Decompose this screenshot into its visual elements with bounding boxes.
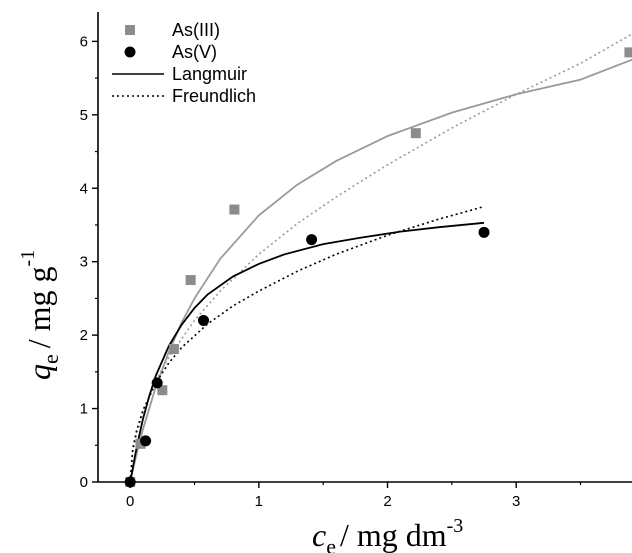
x-tick-label: 2 bbox=[383, 493, 391, 510]
legend-marker-asiii bbox=[125, 25, 135, 35]
data-point-asiii bbox=[410, 128, 421, 139]
data-point-asiii bbox=[168, 344, 179, 355]
y-axis-superscript: -1 bbox=[17, 250, 39, 267]
axes bbox=[97, 12, 632, 483]
fit-curves bbox=[129, 33, 632, 482]
langmuir-fit-asiii bbox=[129, 58, 632, 482]
y-axis-symbol: q bbox=[21, 364, 57, 380]
legend-label-asiii: As(III) bbox=[172, 20, 220, 40]
data-point-asiii bbox=[135, 438, 146, 449]
x-tick-label: 0 bbox=[126, 493, 134, 510]
y-tick-label: 3 bbox=[80, 254, 88, 271]
data-points bbox=[124, 47, 632, 488]
x-axis-symbol: c bbox=[312, 517, 326, 553]
data-point-asiii bbox=[157, 385, 168, 396]
y-axis-subscript: e bbox=[38, 354, 63, 364]
data-point-asiii bbox=[624, 47, 632, 58]
data-point-asv bbox=[478, 226, 490, 238]
y-axis-title: qe / mg g-1 bbox=[17, 250, 63, 380]
y-axis-units: / mg g bbox=[21, 266, 57, 348]
y-tick-label: 6 bbox=[80, 33, 88, 50]
data-point-asv bbox=[198, 314, 210, 326]
data-point-asiii bbox=[185, 275, 196, 286]
x-axis-units: / mg dm bbox=[340, 517, 447, 553]
freundlich-fit-asv bbox=[129, 205, 485, 482]
legend-marker-asv bbox=[124, 46, 136, 58]
data-point-asv bbox=[306, 234, 318, 246]
legend-label-langmuir: Langmuir bbox=[172, 64, 247, 84]
x-tick-label: 3 bbox=[512, 493, 520, 510]
x-axis-superscript: -3 bbox=[447, 515, 464, 537]
x-tick-label: 1 bbox=[255, 493, 263, 510]
y-tick-label: 1 bbox=[80, 401, 88, 418]
data-point-asiii bbox=[229, 204, 240, 215]
y-tick-label: 4 bbox=[80, 180, 88, 197]
y-tick-label: 0 bbox=[80, 474, 88, 491]
y-tick-label: 5 bbox=[80, 107, 88, 124]
y-tick-label: 2 bbox=[80, 327, 88, 344]
freundlich-fit-asiii bbox=[129, 33, 632, 482]
data-point-asv bbox=[140, 435, 152, 447]
legend-label-freundlich: Freundlich bbox=[172, 86, 256, 106]
data-point-asv bbox=[151, 377, 163, 389]
langmuir-fit-asv bbox=[129, 221, 485, 482]
x-axis-subscript: e bbox=[326, 534, 336, 553]
legend-label-asv: As(V) bbox=[172, 42, 217, 62]
axis-ticks: 0 1 2 3 0 1 2 3 4 5 6 bbox=[80, 33, 582, 510]
x-axis-title: ce / mg dm-3 bbox=[312, 515, 463, 553]
